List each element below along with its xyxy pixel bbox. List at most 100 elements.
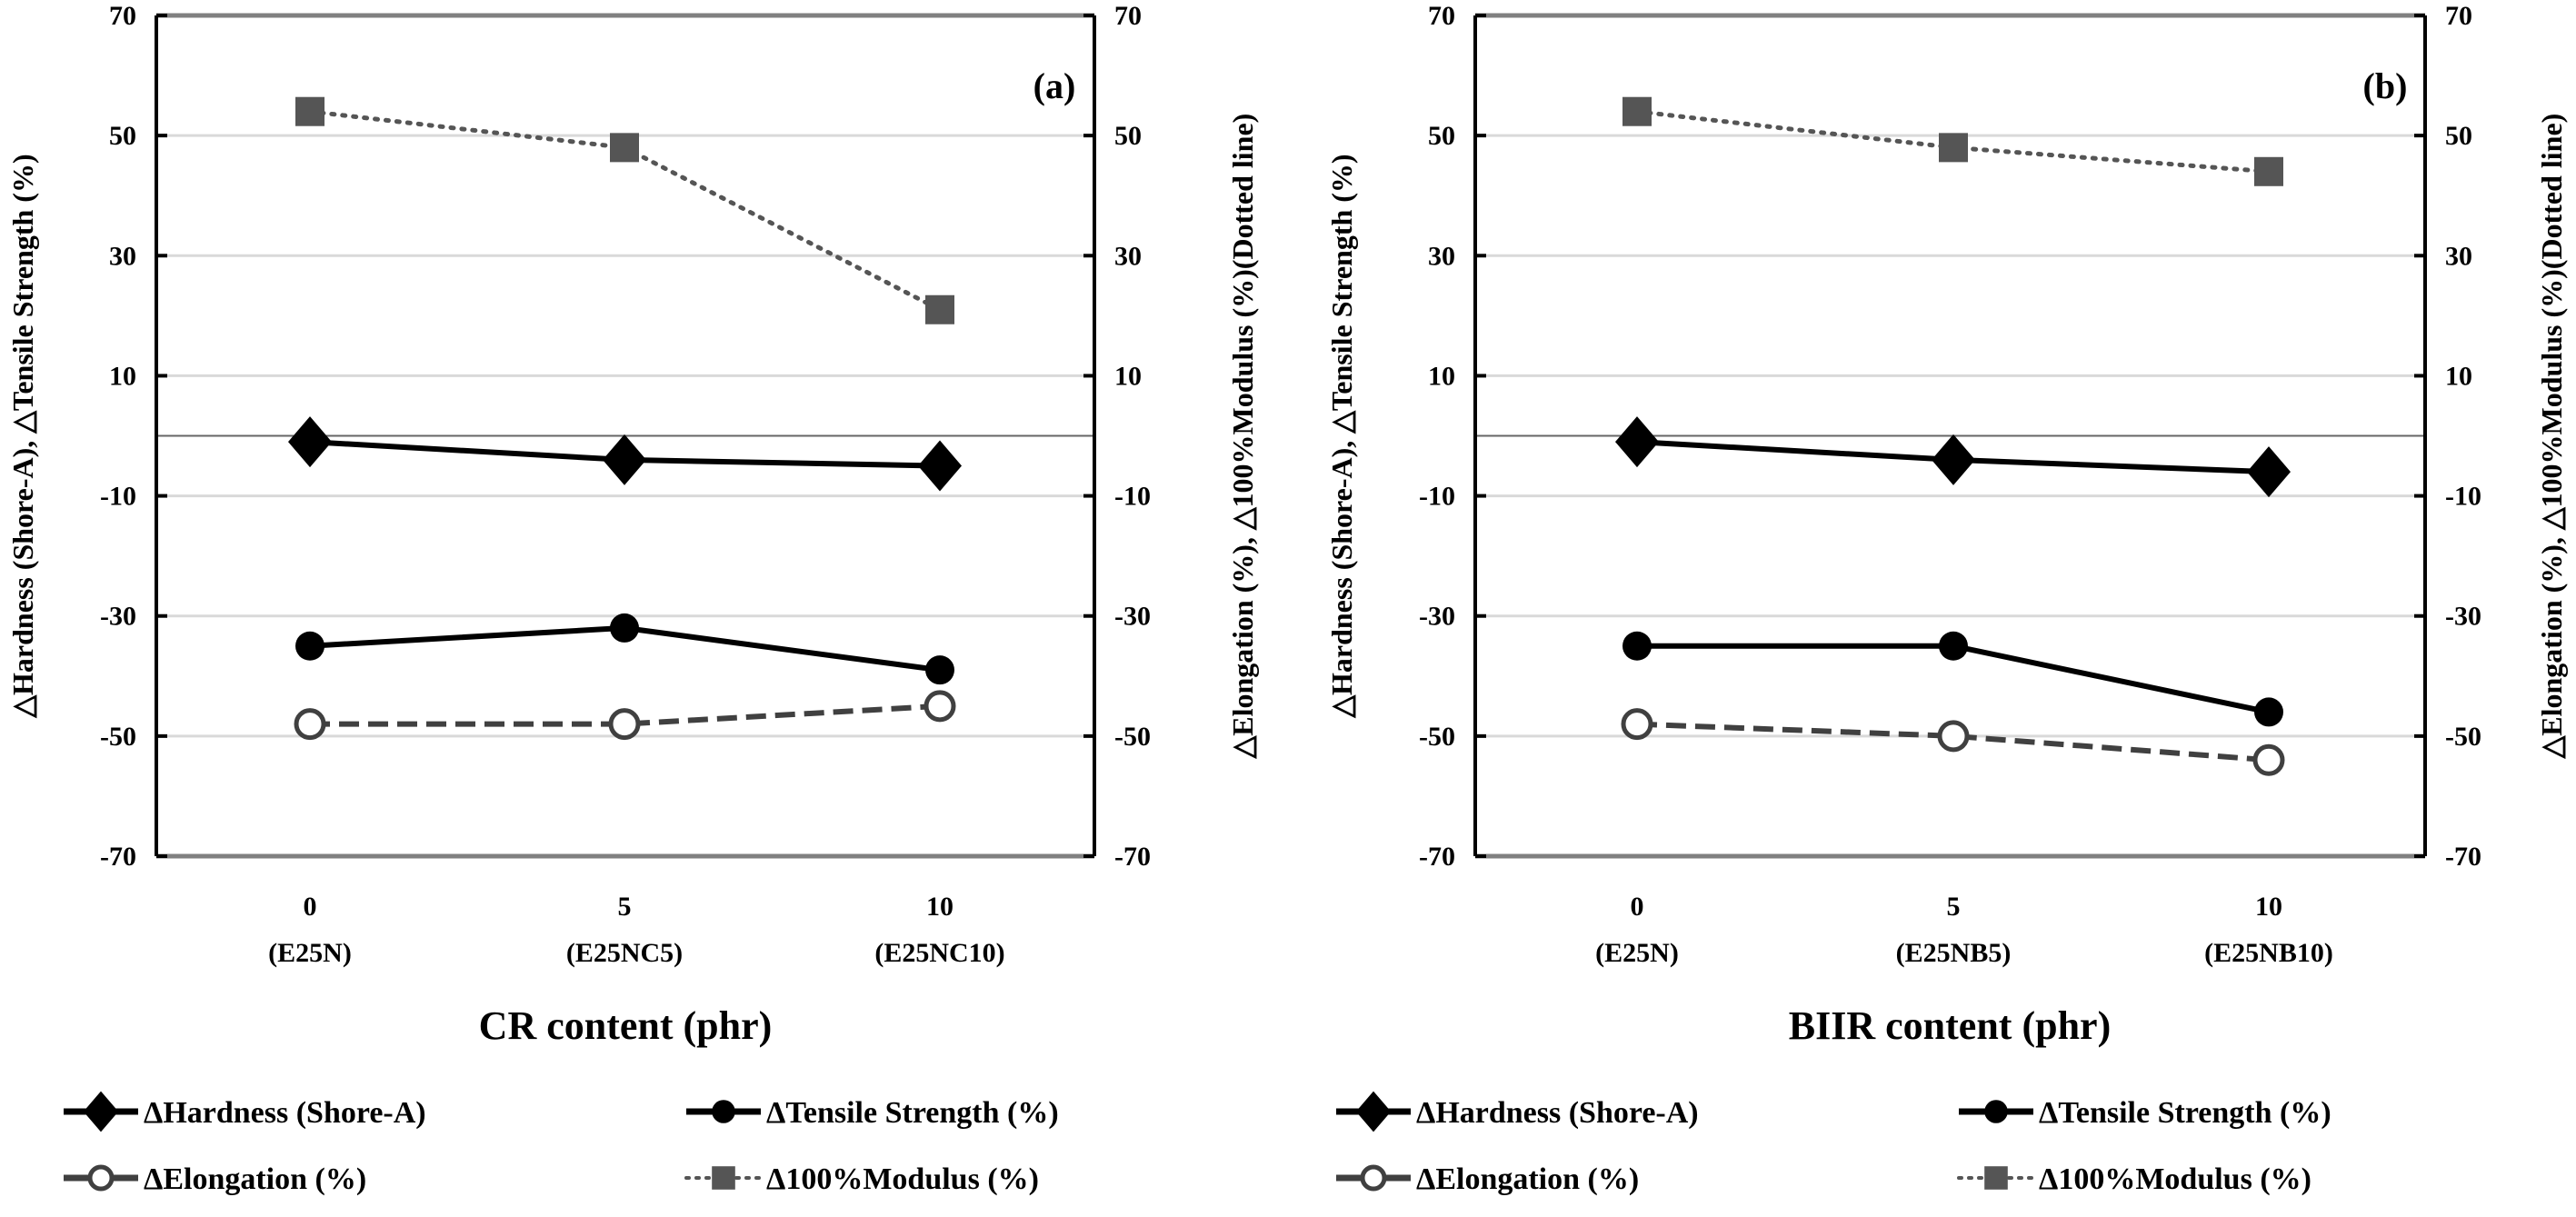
data-point	[2252, 743, 2285, 776]
data-point	[2254, 156, 2283, 186]
right-y-tick-label: 30	[1114, 241, 1142, 271]
legend-label: ΔHardness (Shore-A)	[144, 1096, 426, 1130]
left-y-tick-label: -70	[100, 842, 136, 872]
data-point	[1615, 416, 1659, 468]
right-y-tick-label: -70	[2445, 842, 2481, 872]
legend: ΔHardness (Shore-A) ΔTensile Strength (%)…	[64, 1091, 1059, 1196]
legend-item: ΔHardness (Shore-A)	[1336, 1091, 1699, 1132]
left-y-tick-label: 50	[1428, 121, 1455, 151]
right-y-tick-label: -10	[2445, 482, 2481, 512]
series-elongation	[294, 690, 956, 741]
legend-label: ΔElongation (%)	[144, 1162, 366, 1196]
series-tensile-strength	[1622, 631, 2283, 727]
right-y-tick-label: -30	[2445, 602, 2481, 632]
data-point	[2247, 446, 2291, 498]
panel-label: (a)	[1033, 65, 1076, 106]
legend-item: ΔElongation (%)	[64, 1162, 366, 1196]
series-hardness	[1615, 416, 2291, 498]
x-tick-label: 0	[1631, 892, 1644, 922]
data-point	[918, 440, 962, 492]
left-y-tick-label: 10	[109, 361, 136, 391]
x-tick-sublabel: (E25NB5)	[1896, 938, 2012, 968]
right-y-tick-label: 50	[1114, 121, 1142, 151]
legend-marker-circle-open-icon	[1360, 1164, 1387, 1192]
left-y-tick-label: -30	[1419, 602, 1455, 632]
data-point	[288, 416, 332, 468]
right-y-tick-label: 10	[2445, 361, 2472, 391]
left-y-tick-label: -50	[100, 722, 136, 752]
series-elongation	[1621, 708, 2285, 776]
series-line	[310, 703, 941, 727]
x-tick-label: 0	[304, 892, 317, 922]
data-point	[924, 690, 956, 723]
data-point	[1622, 631, 1652, 661]
legend-item: ΔHardness (Shore-A)	[64, 1091, 426, 1132]
legend-item: ΔElongation (%)	[1336, 1162, 1639, 1196]
data-point	[1932, 434, 1975, 485]
left-y-tick-label: 30	[109, 241, 136, 271]
left-y-tick-label: 10	[1428, 361, 1455, 391]
legend-marker-circle-filled-icon	[712, 1100, 735, 1123]
legend-label: ΔTensile Strength (%)	[2039, 1096, 2331, 1130]
panel-label: (b)	[2363, 65, 2408, 106]
data-point	[1622, 96, 1652, 126]
left-y-tick-label: 30	[1428, 241, 1455, 271]
right-y-tick-label: -10	[1114, 482, 1151, 512]
left-y-tick-label: 70	[1428, 1, 1455, 31]
data-point	[294, 708, 326, 741]
legend-item: Δ100%Modulus (%)	[1957, 1162, 2311, 1196]
series-line	[1636, 721, 2270, 763]
x-tick-sublabel: (E25NC10)	[874, 938, 1004, 968]
left-y-tick-label: -50	[1419, 722, 1455, 752]
left-y-axis-title: △Hardness (Shore-A), △Tensile Strength (…	[6, 154, 39, 718]
left-y-tick-label: -30	[100, 602, 136, 632]
left-y-tick-label: -70	[1419, 842, 1455, 872]
x-tick-label: 10	[2255, 892, 2282, 922]
left-y-tick-label: -10	[1419, 482, 1455, 512]
legend-marker-circle-open-icon	[87, 1164, 115, 1192]
series-modulus	[1622, 96, 2283, 186]
right-y-tick-label: 10	[1114, 361, 1142, 391]
legend: ΔHardness (Shore-A) ΔTensile Strength (%)…	[1336, 1091, 2331, 1196]
legend-item: Δ100%Modulus (%)	[684, 1162, 1039, 1196]
x-tick-label: 10	[926, 892, 954, 922]
left-y-tick-label: -10	[100, 482, 136, 512]
x-tick-sublabel: (E25N)	[268, 938, 352, 968]
legend-label: ΔTensile Strength (%)	[766, 1096, 1059, 1130]
data-point	[925, 294, 954, 324]
left-y-tick-label: 50	[109, 121, 136, 151]
data-point	[1937, 720, 1970, 753]
x-tick-sublabel: (E25N)	[1595, 938, 1679, 968]
data-point	[608, 708, 641, 741]
right-y-axis-title: △Elongation (%), △100%Modulus (%)(Dotted…	[1226, 114, 1259, 760]
legend-marker-square-icon	[1984, 1166, 2008, 1190]
left-y-axis-title: △Hardness (Shore-A), △Tensile Strength (…	[1325, 154, 1358, 718]
data-point	[2254, 697, 2283, 727]
x-tick-label: 5	[1947, 892, 1961, 922]
series-hardness	[288, 416, 962, 492]
legend-label: ΔHardness (Shore-A)	[1416, 1096, 1699, 1130]
legend-marker-diamond-icon	[83, 1091, 119, 1132]
right-y-tick-label: -70	[1114, 842, 1151, 872]
data-point	[295, 96, 324, 126]
data-point	[1939, 631, 1968, 661]
right-y-tick-label: 70	[2445, 1, 2472, 31]
x-tick-label: 5	[618, 892, 632, 922]
data-point	[1621, 708, 1653, 741]
right-y-tick-label: -50	[2445, 722, 2481, 752]
legend-marker-diamond-icon	[1355, 1091, 1392, 1132]
x-tick-sublabel: (E25NC5)	[566, 938, 683, 968]
data-point	[610, 613, 639, 643]
data-point	[603, 434, 646, 485]
legend-label: ΔElongation (%)	[1416, 1162, 1639, 1196]
series-modulus	[295, 96, 954, 324]
data-point	[610, 133, 639, 163]
right-y-tick-label: 70	[1114, 1, 1142, 31]
right-y-axis-title: △Elongation (%), △100%Modulus (%)(Dotted…	[2535, 114, 2568, 760]
data-point	[295, 631, 324, 661]
x-axis-title: CR content (phr)	[479, 1003, 773, 1048]
x-axis-title: BIIR content (phr)	[1789, 1003, 2111, 1048]
